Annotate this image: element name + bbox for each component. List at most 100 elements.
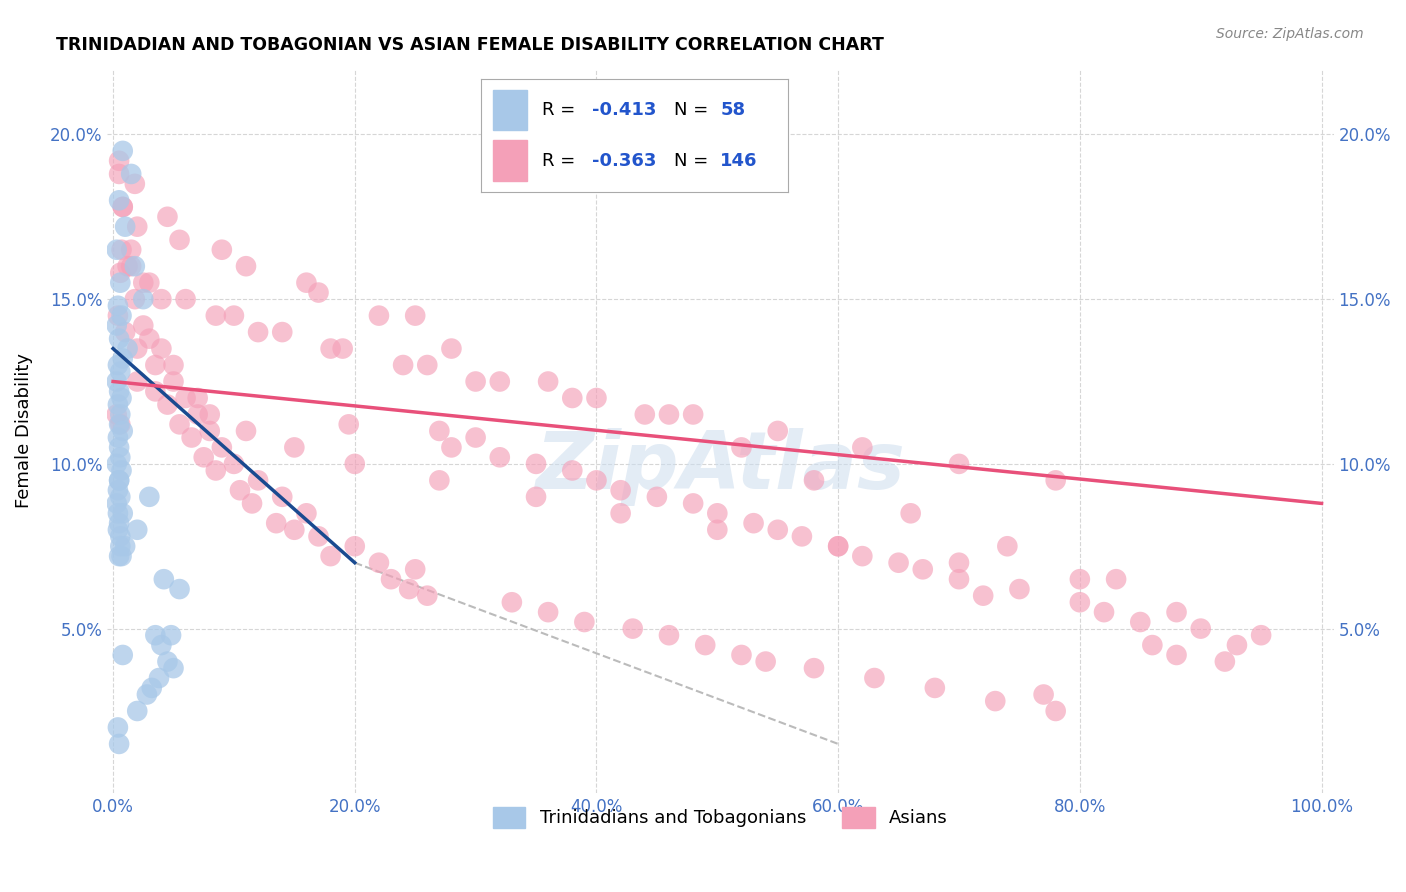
Point xyxy=(319,342,342,356)
Point xyxy=(162,661,184,675)
Point xyxy=(1069,572,1091,586)
Point xyxy=(621,622,644,636)
Point xyxy=(948,457,970,471)
Point xyxy=(107,506,129,520)
Point xyxy=(107,430,129,444)
Point xyxy=(120,167,142,181)
Point xyxy=(132,318,155,333)
Point xyxy=(790,529,813,543)
Point xyxy=(120,243,142,257)
Point xyxy=(150,342,173,356)
Point xyxy=(658,408,681,422)
Point xyxy=(464,430,486,444)
Point xyxy=(110,309,132,323)
Point xyxy=(108,332,131,346)
Point xyxy=(585,474,607,488)
Point xyxy=(264,516,287,531)
Point xyxy=(105,243,128,257)
Point xyxy=(634,408,657,422)
Point xyxy=(730,648,752,662)
Point xyxy=(105,408,128,422)
Point xyxy=(156,210,179,224)
Y-axis label: Female Disability: Female Disability xyxy=(15,353,32,508)
Point xyxy=(111,200,134,214)
Point xyxy=(440,441,463,455)
Point xyxy=(110,463,132,477)
Point xyxy=(110,243,132,257)
Point xyxy=(204,309,226,323)
Point xyxy=(742,516,765,531)
Point xyxy=(117,342,139,356)
Point xyxy=(398,582,420,596)
Point xyxy=(308,285,330,300)
Point xyxy=(537,375,560,389)
Point xyxy=(108,516,131,531)
Point xyxy=(114,539,136,553)
Point xyxy=(111,506,134,520)
Point xyxy=(827,539,849,553)
Point xyxy=(332,342,354,356)
Point xyxy=(145,628,167,642)
Point xyxy=(488,450,510,465)
Point xyxy=(283,441,305,455)
Point xyxy=(198,424,221,438)
Point xyxy=(110,539,132,553)
Point xyxy=(924,681,946,695)
Point xyxy=(108,153,131,168)
Point xyxy=(110,365,132,379)
Point xyxy=(110,276,132,290)
Point xyxy=(995,539,1018,553)
Point xyxy=(169,582,191,596)
Point xyxy=(972,589,994,603)
Point xyxy=(392,358,415,372)
Point xyxy=(803,661,825,675)
Point xyxy=(162,358,184,372)
Point xyxy=(153,572,176,586)
Point xyxy=(187,391,209,405)
Point xyxy=(108,737,131,751)
Point xyxy=(120,259,142,273)
Point xyxy=(108,474,131,488)
Point xyxy=(105,318,128,333)
Point xyxy=(755,655,778,669)
Point xyxy=(156,655,179,669)
Point xyxy=(827,539,849,553)
Point xyxy=(174,391,197,405)
Point xyxy=(187,408,209,422)
Point xyxy=(1142,638,1164,652)
Text: ZipAtlas: ZipAtlas xyxy=(536,428,905,506)
Point xyxy=(984,694,1007,708)
Point xyxy=(574,615,596,629)
Point xyxy=(174,292,197,306)
Point xyxy=(169,417,191,432)
Point xyxy=(124,259,146,273)
Point xyxy=(1105,572,1128,586)
Text: Source: ZipAtlas.com: Source: ZipAtlas.com xyxy=(1216,27,1364,41)
Point xyxy=(108,167,131,181)
Point xyxy=(110,549,132,563)
Point xyxy=(141,681,163,695)
Point xyxy=(1032,688,1054,702)
Point xyxy=(138,276,160,290)
Point xyxy=(416,358,439,372)
Point xyxy=(114,325,136,339)
Point xyxy=(108,474,131,488)
Point xyxy=(240,496,263,510)
Point xyxy=(1189,622,1212,636)
Point xyxy=(271,490,294,504)
Point xyxy=(1166,648,1188,662)
Point xyxy=(900,506,922,520)
Point xyxy=(105,457,128,471)
Point xyxy=(110,450,132,465)
Point xyxy=(911,562,934,576)
Legend: Trinidadians and Tobagonians, Asians: Trinidadians and Tobagonians, Asians xyxy=(485,800,955,835)
Point xyxy=(380,572,402,586)
Point xyxy=(427,424,450,438)
Point xyxy=(138,490,160,504)
Point xyxy=(193,450,215,465)
Point xyxy=(1045,474,1067,488)
Point xyxy=(108,549,131,563)
Point xyxy=(107,483,129,498)
Point xyxy=(948,556,970,570)
Point xyxy=(124,292,146,306)
